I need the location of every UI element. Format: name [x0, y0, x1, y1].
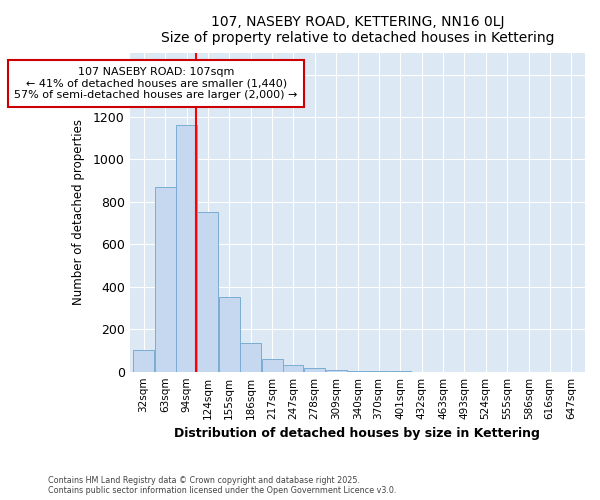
Bar — [176, 126, 197, 372]
Bar — [155, 187, 176, 372]
Y-axis label: Number of detached properties: Number of detached properties — [71, 120, 85, 306]
Title: 107, NASEBY ROAD, KETTERING, NN16 0LJ
Size of property relative to detached hous: 107, NASEBY ROAD, KETTERING, NN16 0LJ Si… — [161, 15, 554, 45]
Bar — [347, 370, 368, 372]
Bar — [262, 359, 283, 372]
Bar — [304, 368, 325, 372]
X-axis label: Distribution of detached houses by size in Kettering: Distribution of detached houses by size … — [175, 427, 540, 440]
Text: Contains HM Land Registry data © Crown copyright and database right 2025.
Contai: Contains HM Land Registry data © Crown c… — [48, 476, 397, 495]
Bar — [197, 212, 218, 372]
Text: 107 NASEBY ROAD: 107sqm
← 41% of detached houses are smaller (1,440)
57% of semi: 107 NASEBY ROAD: 107sqm ← 41% of detache… — [14, 67, 298, 100]
Bar — [133, 350, 154, 372]
Bar — [326, 370, 347, 372]
Bar — [218, 298, 239, 372]
Bar — [240, 343, 261, 372]
Bar — [283, 366, 304, 372]
